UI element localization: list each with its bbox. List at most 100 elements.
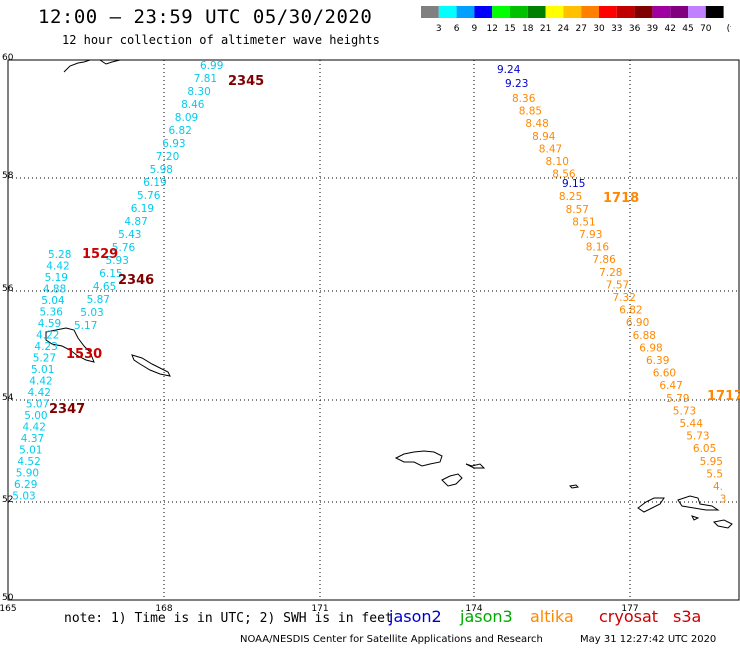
swh-value-label: 5.01 xyxy=(31,364,54,376)
coastline xyxy=(568,484,580,489)
colorbar-swatch xyxy=(492,6,510,18)
swh-value-label: 4.65 xyxy=(93,281,116,293)
colorbar-tick-label: 36 xyxy=(629,24,641,34)
coastline xyxy=(441,473,463,487)
swh-value-label: 8.46 xyxy=(181,99,205,111)
swh-value-label: 7.20 xyxy=(156,151,179,163)
swh-value-label: 5.36 xyxy=(40,307,64,319)
swh-value-label: 4.42 xyxy=(29,376,52,388)
swh-value-label: 8.57 xyxy=(566,204,589,216)
swh-value-label: 8.30 xyxy=(187,86,210,98)
swh-value-label: 6.19 xyxy=(143,177,166,189)
swh-value-label: 4. xyxy=(713,481,723,493)
swh-value-label: 7.81 xyxy=(194,73,217,85)
swh-value-label: 7.28 xyxy=(599,267,622,279)
colorbar-tick-label: 24 xyxy=(558,24,570,34)
coastline xyxy=(394,450,443,467)
map-frame xyxy=(7,59,740,601)
footer-note: note: 1) Time is in UTC; 2) SWH is in fe… xyxy=(64,611,393,626)
colorbar-swatch xyxy=(438,6,457,18)
swh-value-label: 5.28 xyxy=(48,249,71,261)
legend-altika: altika xyxy=(530,607,574,626)
colorbar-unit-label: (ft) xyxy=(727,24,731,34)
latitude-label: 52 xyxy=(2,495,13,505)
swh-value-label: 8.51 xyxy=(572,216,595,228)
longitude-label: 165 xyxy=(0,604,17,614)
colorbar-swatch xyxy=(705,6,724,18)
pass-time-label: 1530 xyxy=(66,347,102,362)
colorbar-swatch xyxy=(599,6,617,18)
coastline xyxy=(691,515,700,521)
swh-value-label: 5.00 xyxy=(24,410,47,422)
colorbar-swatch xyxy=(456,6,475,18)
latitude-label: 50 xyxy=(2,593,14,603)
swh-value-label: 7.57 xyxy=(606,279,629,291)
colorbar-swatch xyxy=(474,6,493,18)
swh-value-label: 8.36 xyxy=(512,93,536,105)
page-title: 12:00 – 23:59 UTC 05/30/2020 xyxy=(38,6,373,28)
swh-value-label: 6.93 xyxy=(162,138,185,150)
colorbar-tick-label: 33 xyxy=(611,24,622,34)
colorbar-swatch xyxy=(527,6,546,18)
legend-jason3: jason3 xyxy=(460,607,513,626)
swh-value-label: 6.39 xyxy=(646,355,669,367)
pass-time-label: 1529 xyxy=(82,247,118,262)
coastline xyxy=(677,495,720,511)
swh-value-label: 8.10 xyxy=(546,156,569,168)
swh-value-label: 5.93 xyxy=(106,255,129,267)
swh-value-label: 4.52 xyxy=(17,456,40,468)
swh-value-label: 4.59 xyxy=(38,318,61,330)
swh-value-label: 5.27 xyxy=(33,353,56,365)
swh-value-label: 5.17 xyxy=(74,320,97,332)
swh-value-label: 4.87 xyxy=(124,216,147,228)
colorbar-swatch xyxy=(634,6,653,18)
colorbar-tick-label: 6 xyxy=(454,24,460,34)
swh-value-label: 5.03 xyxy=(80,307,103,319)
page-subtitle: 12 hour collection of altimeter wave hei… xyxy=(62,33,380,47)
swh-value-label: 5.5 xyxy=(706,468,723,480)
latitude-label: 60 xyxy=(2,53,14,63)
colorbar-tick-label: 30 xyxy=(593,24,605,34)
colorbar-swatch xyxy=(688,6,706,18)
latitude-label: 54 xyxy=(2,393,14,403)
longitude-label: 174 xyxy=(465,604,482,614)
swh-value-label: 9.15 xyxy=(562,178,585,190)
colorbar-tick-label: 18 xyxy=(522,24,534,34)
swh-value-label: 5.73 xyxy=(686,431,709,443)
swh-value-label: 4.42 xyxy=(46,261,69,273)
swh-value-label: 4.23 xyxy=(34,341,57,353)
colorbar-swatch xyxy=(421,6,439,18)
legend-s3a: s3a xyxy=(673,607,702,626)
swh-value-label: 5.73 xyxy=(673,405,696,417)
swh-value-label: 8.85 xyxy=(519,106,542,118)
colorbar-tick-label: 45 xyxy=(682,24,693,34)
swh-value-label: 9.24 xyxy=(497,64,521,76)
colorbar-tick-label: 12 xyxy=(486,24,497,34)
colorbar-swatch xyxy=(510,6,528,18)
swh-value-label: 7.32 xyxy=(613,292,636,304)
colorbar-swatch xyxy=(670,6,688,18)
colorbar-tick-label: 42 xyxy=(664,24,675,34)
legend-jason2: jason2 xyxy=(389,607,442,626)
swh-value-label: 6.05 xyxy=(693,443,716,455)
swh-value-label: 6.60 xyxy=(653,368,676,380)
pass-time-label: 1717 xyxy=(707,389,740,404)
colorbar-swatch xyxy=(563,6,582,18)
swh-value-label: 5.76 xyxy=(137,190,161,202)
swh-value-label: 8.48 xyxy=(525,118,548,130)
pass-time-label: 2345 xyxy=(228,74,264,89)
swh-value-label: 8.16 xyxy=(586,242,610,254)
swh-value-label: 6.90 xyxy=(626,317,649,329)
coastline xyxy=(712,519,733,529)
colorbar-swatch xyxy=(652,6,671,18)
colorbar-tick-label: 21 xyxy=(540,24,551,34)
colorbar-tick-label: 3 xyxy=(436,24,442,34)
swh-value-label: 6.47 xyxy=(659,380,682,392)
longitude-label: 177 xyxy=(621,604,638,614)
pass-time-label: 2347 xyxy=(49,402,85,417)
swh-value-label: 4.42 xyxy=(28,387,51,399)
coastline xyxy=(45,327,95,363)
swh-value-label: 6.15 xyxy=(99,268,122,280)
swh-value-label: 5.01 xyxy=(19,445,42,457)
